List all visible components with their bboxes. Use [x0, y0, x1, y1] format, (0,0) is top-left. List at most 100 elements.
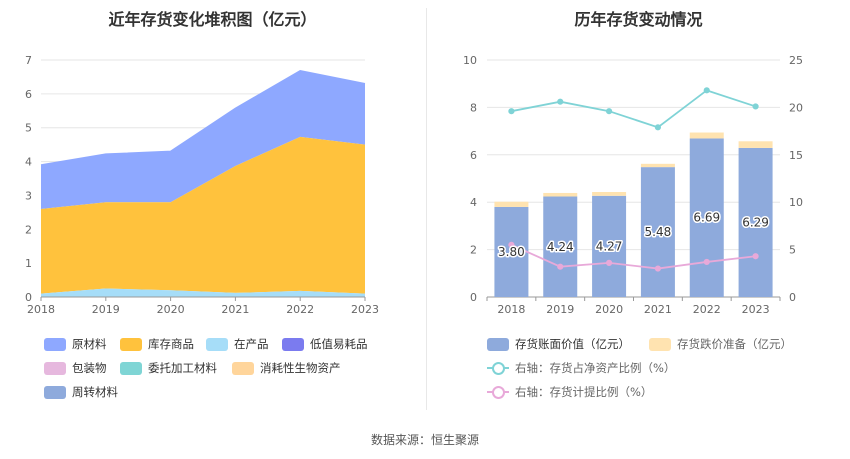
stacked-area-chart: 0 1 2 3 4 5 6 7 2018 2019 2020 2021 2022 2023: [25, 54, 379, 316]
y-tick-label: 3: [25, 189, 32, 202]
bar-book-value: [689, 138, 724, 297]
legend-item-raw-material[interactable]: 原材料: [44, 336, 107, 352]
provision-ratio-line-point: [752, 253, 759, 260]
bar-book-value: [738, 147, 773, 297]
net-asset-ratio-line-point: [508, 108, 515, 115]
legend-label: 低值易耗品: [310, 337, 368, 351]
legend-label: 委托加工材料: [148, 361, 217, 375]
y-tick-label: 6: [470, 149, 477, 162]
legend-item-provision-line[interactable]: 右轴：存货计提比例（%）: [487, 384, 652, 400]
legend-swatch: [120, 337, 142, 351]
y2-tick-label: 10: [789, 196, 803, 209]
y-tick-label: 6: [25, 88, 32, 101]
legend-item-low-value[interactable]: 低值易耗品: [282, 336, 368, 352]
left-legend: 原材料 库存商品 在产品 低值易耗品 包装物 委托加工材料 消耗性生物资产 周转…: [0, 330, 425, 410]
area-库存商品: [41, 136, 365, 294]
legend-swatch: [282, 337, 304, 351]
legend-label: 右轴：存货占净资产比例（%）: [515, 361, 676, 375]
legend-swatch: [232, 361, 254, 375]
bar-book-value: [494, 206, 529, 297]
legend-swatch: [44, 385, 66, 399]
legend-label: 消耗性生物资产: [260, 361, 341, 375]
inventory-change-panel: 历年存货变动情况 0 2 4 6 8 10 0 5 10 15 20 25 3.80 4.24 4.27 5.…: [427, 0, 850, 420]
inventory-stacked-area-panel: 近年存货变化堆积图（亿元） 0 1 2 3 4 5 6 7 2018 2019 2020 2021 20…: [0, 0, 425, 420]
right-chart-title: 历年存货变动情况: [574, 10, 703, 29]
bar-value-label: 4.27: [596, 239, 623, 253]
legend-item-ratio-line[interactable]: 右轴：存货占净资产比例（%）: [487, 360, 675, 376]
bar-value-label: 3.80: [498, 245, 525, 259]
provision-ratio-line-point: [557, 263, 564, 270]
y-tick-label: 4: [470, 196, 477, 209]
area-原材料: [41, 70, 365, 209]
legend-label: 原材料: [72, 337, 107, 351]
legend-line-marker: [487, 385, 509, 399]
y-tick-label: 7: [25, 54, 32, 67]
bar-line-combo-chart: 0 2 4 6 8 10 0 5 10 15 20 25 3.80 4.24 4.27 5.48 6.69 6.2…: [463, 54, 803, 316]
net-asset-ratio-line-point: [752, 103, 759, 110]
x-tick-label: 2022: [693, 303, 721, 316]
y-tick-label: 4: [25, 156, 32, 169]
net-asset-ratio-line-point: [557, 98, 564, 105]
bar-book-value: [592, 195, 627, 297]
x-tick-label: 2022: [286, 303, 314, 316]
legend-line-marker: [487, 361, 509, 375]
provision-ratio-line-point: [654, 265, 662, 272]
bar-impairment: [640, 163, 675, 168]
x-tick-label: 2020: [595, 303, 623, 316]
legend-item-packaging[interactable]: 包装物: [44, 360, 107, 376]
provision-ratio-line-point: [508, 241, 515, 248]
legend-label: 存货账面价值（亿元）: [515, 337, 630, 351]
x-tick-label: 2020: [157, 303, 185, 316]
legend-swatch: [44, 337, 66, 351]
y2-tick-label: 20: [789, 101, 803, 114]
bar-impairment: [592, 192, 627, 196]
legend-item-impairment[interactable]: 存货跌价准备（亿元）: [649, 336, 792, 352]
bar-book-value: [543, 196, 578, 297]
net-asset-ratio-line-point: [654, 124, 662, 131]
legend-label: 周转材料: [72, 385, 118, 399]
y-tick-label: 2: [25, 223, 32, 236]
right-legend: 存货账面价值（亿元） 存货跌价准备（亿元） 右轴：存货占净资产比例（%） 右轴：…: [427, 330, 850, 410]
x-tick-label: 2018: [27, 303, 55, 316]
x-tick-label: 2023: [742, 303, 770, 316]
x-tick-label: 2021: [221, 303, 249, 316]
legend-item-book-value[interactable]: 存货账面价值（亿元）: [487, 336, 630, 352]
legend-item-turnover[interactable]: 周转材料: [44, 384, 118, 400]
total-outline: [40, 70, 366, 166]
x-tick-label: 2023: [351, 303, 379, 316]
y2-tick-label: 5: [789, 244, 796, 257]
bar-value-label: 5.48: [645, 225, 672, 239]
legend-swatch: [206, 337, 228, 351]
legend-swatch: [44, 361, 66, 375]
net-asset-ratio-line: [511, 89, 756, 129]
legend-label: 在产品: [234, 337, 269, 351]
x-tick-label: 2019: [546, 303, 574, 316]
y-tick-label: 0: [25, 291, 32, 304]
legend-item-bio-assets[interactable]: 消耗性生物资产: [232, 360, 341, 376]
left-chart-title: 近年存货变化堆积图（亿元）: [108, 10, 317, 29]
x-tick-label: 2021: [644, 303, 672, 316]
legend-item-consigned[interactable]: 委托加工材料: [120, 360, 217, 376]
net-asset-ratio-line-point: [605, 108, 613, 115]
legend-item-goods[interactable]: 库存商品: [120, 336, 194, 352]
bar-impairment: [543, 192, 578, 197]
provision-ratio-line: [511, 244, 756, 270]
area-在产品: [41, 288, 365, 297]
legend-item-wip[interactable]: 在产品: [206, 336, 269, 352]
y-tick-label: 0: [470, 291, 477, 304]
legend-label: 存货跌价准备（亿元）: [677, 337, 792, 351]
legend-swatch: [487, 337, 509, 351]
y-tick-label: 10: [463, 54, 477, 67]
provision-ratio-line-point: [703, 258, 710, 266]
bar-value-label: 6.69: [693, 211, 720, 225]
bar-book-value: [640, 167, 675, 297]
x-tick-label: 2019: [92, 303, 120, 316]
y-tick-label: 8: [470, 101, 477, 114]
legend-label: 库存商品: [148, 337, 194, 351]
legend-label: 包装物: [72, 361, 107, 375]
y-tick-label: 2: [470, 244, 477, 257]
y2-tick-label: 0: [789, 291, 796, 304]
y-tick-label: 5: [25, 122, 32, 135]
legend-label: 右轴：存货计提比例（%）: [515, 385, 653, 399]
x-tick-label: 2018: [497, 303, 525, 316]
